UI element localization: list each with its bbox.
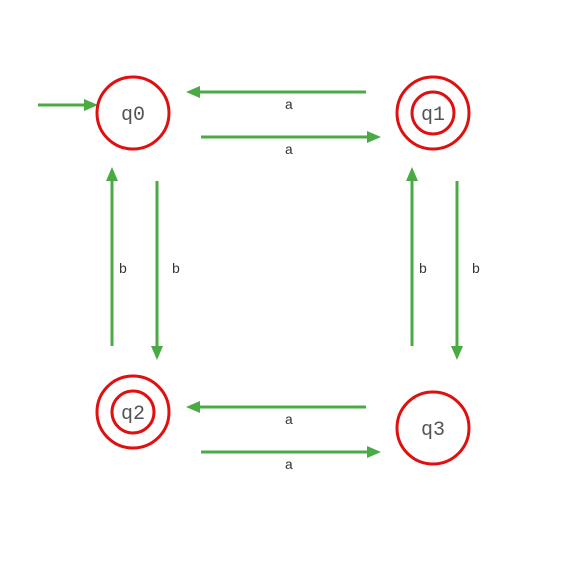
transition-label-q3-q1: b <box>419 262 427 278</box>
transition-label-q2-q3: a <box>285 458 293 474</box>
transition-label-q1-q3: b <box>472 262 480 278</box>
accepting-ring-q2 <box>110 389 156 435</box>
transition-q2-q0: b <box>106 167 127 346</box>
transition-label-q2-q0: b <box>119 262 127 278</box>
transition-label-q0-q1: a <box>285 143 293 159</box>
transition-q3-q1: b <box>406 167 427 346</box>
transition-q1-q0: a <box>186 86 366 114</box>
transition-q0-q1: a <box>201 131 381 159</box>
state-q3: q3 <box>395 390 471 466</box>
state-q1: q1 <box>395 75 471 151</box>
state-label-q0: q0 <box>121 104 145 127</box>
transition-label-q3-q2: a <box>285 413 293 429</box>
start-arrow <box>38 99 98 111</box>
transition-label-q0-q2: b <box>172 262 180 278</box>
state-label-q3: q3 <box>421 419 445 442</box>
transition-q2-q3: a <box>201 446 381 474</box>
transition-q3-q2: a <box>186 401 366 429</box>
transition-q1-q3: b <box>451 181 480 360</box>
accepting-ring-q1 <box>410 90 456 136</box>
transition-label-q1-q0: a <box>285 98 293 114</box>
transition-q0-q2: b <box>151 181 180 360</box>
state-label-q1: q1 <box>421 104 445 127</box>
state-q2: q2 <box>95 374 171 450</box>
state-label-q2: q2 <box>121 403 145 426</box>
state-q0: q0 <box>95 75 171 151</box>
